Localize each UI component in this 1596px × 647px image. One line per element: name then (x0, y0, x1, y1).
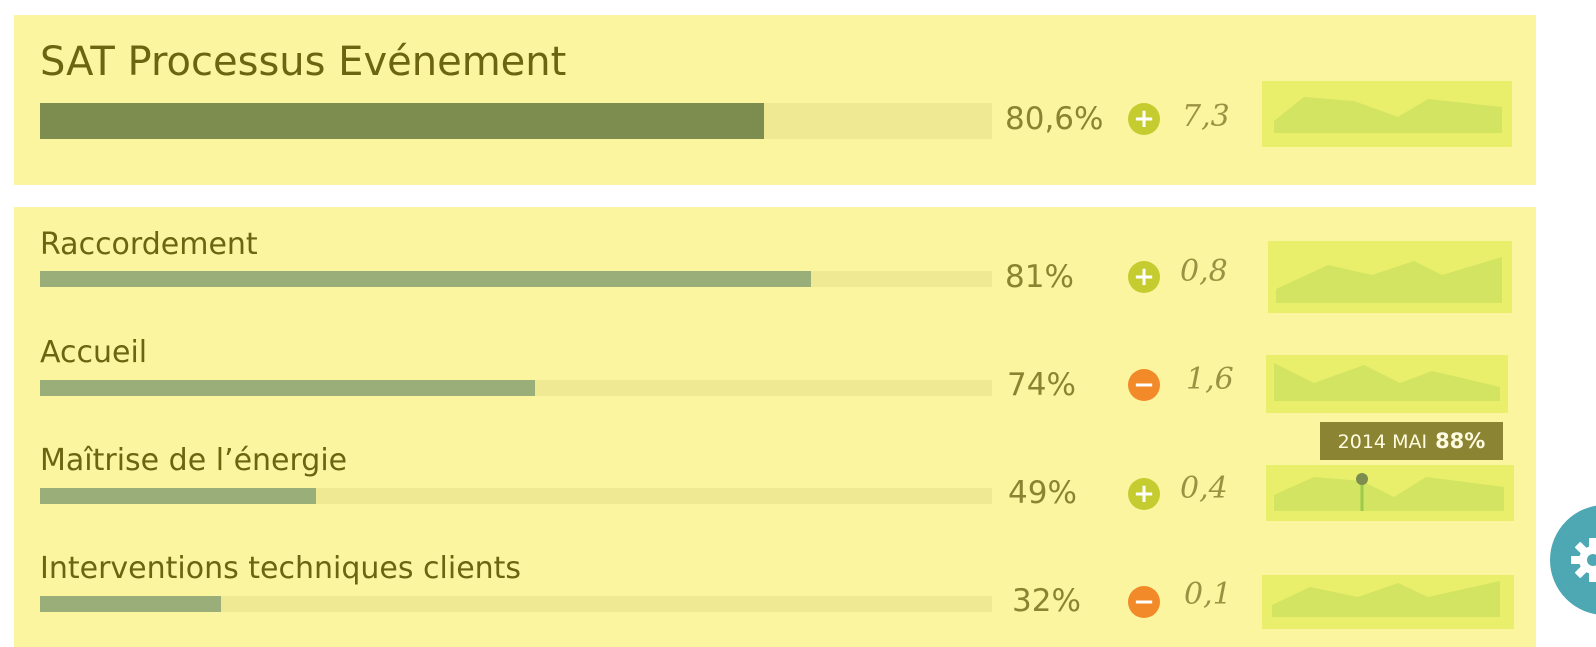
gear-icon (1571, 538, 1596, 582)
main-progress-fill (40, 103, 764, 139)
subindicators-panel: Raccordement 81% + 0,8 Accueil 74% − 1,6… (14, 207, 1536, 647)
tooltip-value: 88% (1435, 429, 1486, 453)
row-progress-bar (40, 380, 992, 396)
row-label: Accueil (40, 335, 148, 370)
row-delta: 0,8 (1180, 254, 1228, 289)
main-sparkline[interactable] (1262, 81, 1512, 147)
row-progress-bar (40, 596, 992, 612)
row-progress-bar (40, 488, 992, 504)
row-percent: 81% (1005, 259, 1074, 295)
settings-button[interactable] (1550, 505, 1596, 615)
row-label: Raccordement (40, 227, 258, 262)
row-progress-fill (40, 596, 221, 612)
row-percent: 74% (1007, 367, 1076, 403)
row-percent: 49% (1008, 475, 1077, 511)
row-sparkline[interactable] (1266, 355, 1508, 413)
summary-panel: SAT Processus Evénement 80,6% + 7,3 (14, 15, 1536, 185)
sparkline-tooltip: 2014 MAI 88% (1320, 422, 1503, 460)
minus-circle-icon: − (1128, 369, 1160, 401)
plus-circle-icon: + (1128, 103, 1160, 135)
page-title: SAT Processus Evénement (40, 39, 567, 85)
row-label: Maîtrise de l’énergie (40, 443, 348, 478)
row-delta: 0,4 (1180, 471, 1228, 506)
row-sparkline[interactable] (1266, 465, 1514, 521)
row-percent: 32% (1012, 583, 1081, 619)
plus-circle-icon: + (1128, 478, 1160, 510)
row-progress-fill (40, 380, 536, 396)
row-label: Interventions techniques clients (40, 551, 522, 586)
row-sparkline[interactable] (1268, 241, 1512, 313)
main-progress-bar (40, 103, 992, 139)
row-progress-fill (40, 488, 317, 504)
main-delta: 7,3 (1182, 99, 1230, 134)
row-progress-bar (40, 271, 992, 287)
plus-circle-icon: + (1128, 261, 1160, 293)
row-delta: 0,1 (1184, 577, 1232, 612)
tooltip-period: 2014 MAI (1337, 431, 1428, 453)
row-delta: 1,6 (1186, 362, 1234, 397)
main-percent: 80,6% (1005, 101, 1104, 137)
row-progress-fill (40, 271, 812, 287)
minus-circle-icon: − (1128, 586, 1160, 618)
row-sparkline[interactable] (1262, 575, 1514, 629)
